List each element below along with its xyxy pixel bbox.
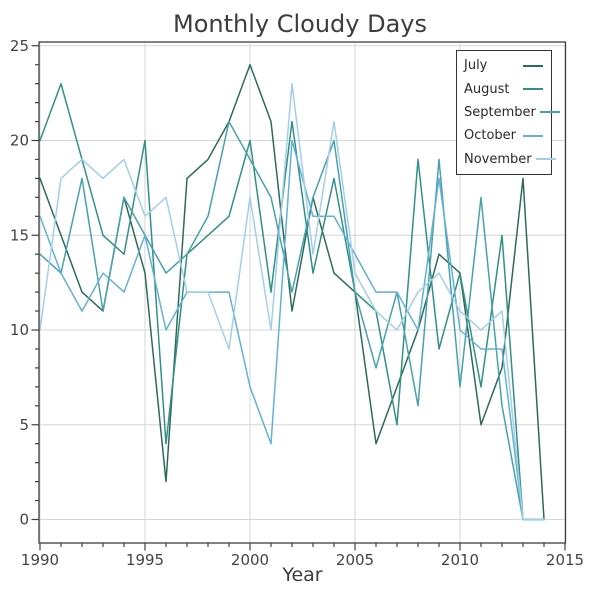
x-tick-label: 1990 bbox=[21, 551, 59, 569]
series-line-august bbox=[39, 82, 545, 521]
x-tick-label: 2010 bbox=[441, 551, 479, 569]
series-line-november bbox=[39, 82, 545, 521]
legend-row: October bbox=[464, 124, 543, 147]
legend-line-swatch bbox=[523, 134, 543, 137]
legend-row: July bbox=[464, 54, 543, 77]
x-tick-label: 1995 bbox=[126, 551, 164, 569]
y-tick-label: 0 bbox=[19, 511, 29, 529]
chart-title: Monthly Cloudy Days bbox=[172, 10, 427, 38]
legend-label: October bbox=[464, 128, 517, 144]
legend-label: July bbox=[464, 58, 488, 74]
series-line-october bbox=[39, 139, 545, 521]
x-axis-title: Year bbox=[282, 564, 323, 586]
y-tick-label: 15 bbox=[10, 226, 29, 244]
legend-row: August bbox=[464, 77, 543, 100]
x-tick-label: 2005 bbox=[336, 551, 374, 569]
legend-line-swatch bbox=[535, 158, 556, 161]
legend-line-swatch bbox=[523, 64, 543, 67]
legend-label: September bbox=[464, 104, 536, 120]
legend-label: August bbox=[464, 81, 510, 97]
y-tick-label: 5 bbox=[19, 416, 29, 434]
y-tick-label: 20 bbox=[10, 132, 29, 150]
legend: July August September October November bbox=[456, 50, 560, 175]
legend-line-swatch bbox=[539, 111, 560, 114]
legend-line-swatch bbox=[523, 88, 543, 91]
x-tick-label: 2015 bbox=[546, 551, 584, 569]
series-line-september bbox=[39, 120, 545, 521]
y-tick-label: 10 bbox=[10, 321, 29, 339]
legend-row: September bbox=[464, 101, 560, 124]
y-tick-label: 25 bbox=[10, 37, 29, 55]
legend-row: November bbox=[464, 148, 556, 171]
legend-label: November bbox=[464, 151, 532, 167]
x-tick-label: 2000 bbox=[231, 551, 269, 569]
